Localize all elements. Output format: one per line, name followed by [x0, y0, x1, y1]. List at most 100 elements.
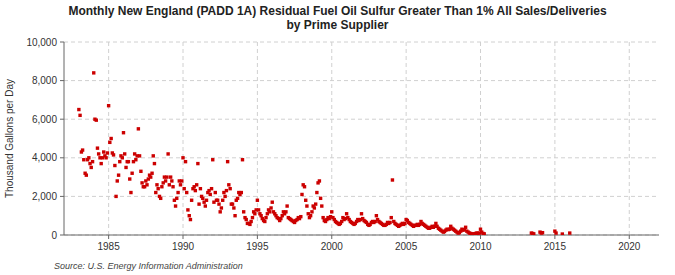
- x-tick-label: 2005: [395, 241, 418, 252]
- x-tick-label: 2000: [321, 241, 344, 252]
- point: [116, 179, 119, 182]
- point: [179, 183, 182, 186]
- source-note: Source: U.S. Energy Information Administ…: [54, 261, 243, 271]
- y-grid-line: [64, 196, 659, 197]
- y-tick: [60, 196, 64, 197]
- point: [304, 199, 307, 202]
- point: [107, 104, 110, 107]
- point: [149, 175, 152, 178]
- point: [168, 183, 171, 186]
- title: Monthly New England (PADD 1A) Residual F…: [68, 4, 606, 32]
- point: [263, 220, 266, 223]
- point: [434, 222, 437, 225]
- title-line: Monthly New England (PADD 1A) Residual F…: [68, 4, 606, 18]
- point: [108, 141, 111, 144]
- x-grid-line: [554, 42, 555, 235]
- point: [315, 191, 318, 194]
- point: [532, 232, 535, 235]
- point: [241, 158, 244, 161]
- point: [320, 204, 323, 207]
- point: [257, 208, 260, 211]
- x-tick: [331, 235, 332, 239]
- point: [388, 221, 391, 224]
- point: [194, 189, 197, 192]
- point: [164, 179, 167, 182]
- point: [171, 185, 174, 188]
- point: [165, 175, 168, 178]
- point: [78, 114, 81, 117]
- title-line: by Prime Supplier: [286, 18, 388, 32]
- point: [284, 210, 287, 213]
- point: [196, 162, 199, 165]
- point: [190, 199, 193, 202]
- point: [225, 189, 228, 192]
- point: [330, 210, 333, 213]
- point: [303, 185, 306, 188]
- point: [145, 183, 148, 186]
- point: [232, 206, 235, 209]
- point: [554, 231, 557, 234]
- point: [309, 214, 312, 217]
- x-tick: [480, 235, 481, 239]
- x-tick-label: 2015: [544, 241, 567, 252]
- point: [99, 162, 102, 165]
- point: [205, 199, 208, 202]
- point: [249, 220, 252, 223]
- x-grid-line: [257, 42, 258, 235]
- chart: Monthly New England (PADD 1A) Residual F…: [0, 0, 675, 275]
- y-tick: [60, 235, 64, 236]
- point: [128, 177, 131, 180]
- point: [541, 231, 544, 234]
- points: [77, 71, 571, 235]
- chart-container: Monthly New England (PADD 1A) Residual F…: [0, 0, 675, 275]
- point: [175, 197, 178, 200]
- point: [114, 195, 117, 198]
- point: [159, 197, 162, 200]
- point: [218, 210, 221, 213]
- x-grid-line: [331, 42, 332, 235]
- point: [360, 212, 363, 215]
- point: [174, 204, 177, 207]
- point: [152, 154, 155, 157]
- x-grid-line: [108, 42, 109, 235]
- x-grid-line: [406, 42, 407, 235]
- x-tick-label: 1985: [98, 241, 121, 252]
- point: [253, 212, 256, 215]
- axes: 02,0004,0006,0008,00010,0001985199019952…: [26, 37, 659, 253]
- point: [106, 151, 109, 154]
- point: [345, 212, 348, 215]
- point: [269, 206, 272, 209]
- x-grid-line: [629, 42, 630, 235]
- point: [248, 223, 251, 226]
- point: [134, 158, 137, 161]
- point: [313, 206, 316, 209]
- point: [140, 181, 143, 184]
- point: [181, 156, 184, 159]
- y-tick-label: 0: [51, 230, 57, 241]
- point: [85, 173, 88, 176]
- point: [138, 154, 141, 157]
- point: [95, 118, 98, 121]
- y-tick: [60, 42, 64, 43]
- y-grid-line: [64, 42, 659, 43]
- point: [204, 204, 207, 207]
- point: [221, 199, 224, 202]
- point: [122, 131, 125, 134]
- point: [153, 162, 156, 165]
- point: [233, 214, 236, 217]
- point: [139, 170, 142, 173]
- point: [390, 216, 393, 219]
- point: [137, 127, 140, 130]
- point: [216, 199, 219, 202]
- point: [201, 197, 204, 200]
- point: [184, 160, 187, 163]
- point: [268, 210, 271, 213]
- point: [102, 150, 105, 153]
- y-grid-line: [64, 80, 659, 81]
- point: [305, 204, 308, 207]
- point: [160, 185, 163, 188]
- point: [188, 214, 191, 217]
- point: [199, 187, 202, 190]
- x-tick: [183, 235, 184, 239]
- point: [375, 214, 378, 217]
